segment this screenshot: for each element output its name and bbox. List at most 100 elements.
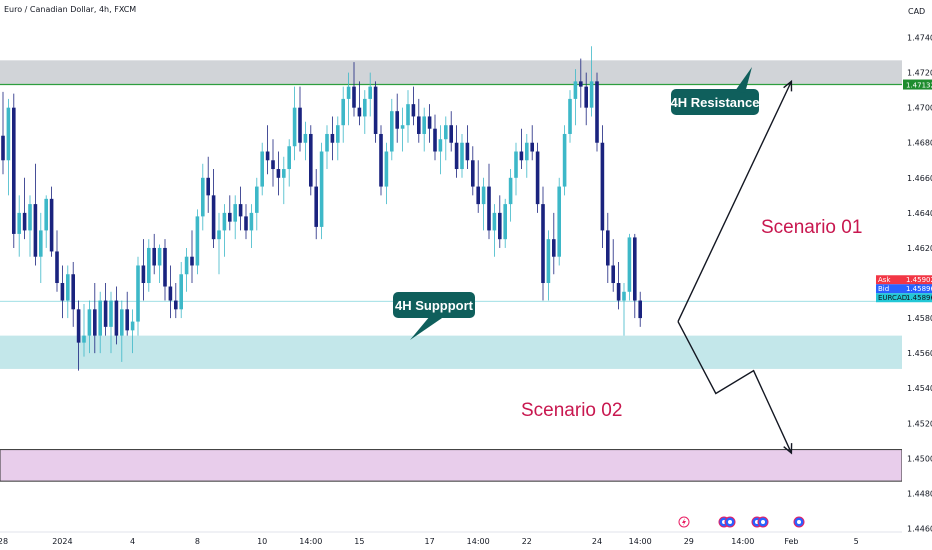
candle xyxy=(346,72,351,126)
candle xyxy=(222,204,227,257)
support-callout: 4H Suppport xyxy=(393,292,475,340)
candle-body xyxy=(492,212,497,231)
candle xyxy=(357,81,362,126)
candle-body xyxy=(357,107,362,117)
candle xyxy=(568,90,572,143)
candle xyxy=(352,62,356,117)
candle-body xyxy=(6,107,11,161)
candle-body xyxy=(535,151,540,205)
candle-body xyxy=(190,256,194,266)
candle xyxy=(109,291,113,354)
candle-body xyxy=(168,286,173,301)
candle-body xyxy=(557,186,561,257)
candle-body xyxy=(276,169,281,178)
price-tick-label: 1.47000 xyxy=(907,104,932,113)
candle xyxy=(433,114,437,161)
price-tag-bid xyxy=(876,284,932,294)
candle-body xyxy=(530,142,534,152)
candle xyxy=(611,239,615,292)
time-tick-label: Feb xyxy=(784,537,798,546)
price-tick-label: 1.45800 xyxy=(907,314,932,323)
candle-body xyxy=(363,98,367,117)
zone-support xyxy=(0,335,902,369)
candle-body xyxy=(82,335,86,343)
price-axis[interactable]: 1.47400 1.47200 1.47000 1.46800 1.46600 1.464… xyxy=(876,0,932,550)
candle xyxy=(309,125,313,196)
candle-body xyxy=(76,309,81,343)
zones-layer xyxy=(0,60,903,482)
candle-body xyxy=(325,133,329,152)
candle-body xyxy=(633,237,637,301)
candle-body xyxy=(314,186,318,227)
time-axis[interactable]: 28 2024 4 8 10 14:00 15 17 14:00 22 24 14:00 29 14:00… xyxy=(0,531,902,546)
candle xyxy=(282,156,286,205)
price-tick-label: 1.46600 xyxy=(907,174,932,183)
candle-body xyxy=(562,133,567,187)
candle-body xyxy=(22,212,27,231)
candle xyxy=(49,186,54,257)
candle xyxy=(460,133,464,178)
candle xyxy=(330,116,335,161)
chart-title: Euro / Canadian Dollar, 4h, FXCM xyxy=(4,5,136,14)
candle-body xyxy=(616,283,621,301)
candle xyxy=(260,142,264,196)
candle-body xyxy=(222,212,227,231)
candle xyxy=(211,169,216,248)
projection-arrows xyxy=(677,79,793,455)
candle-body xyxy=(319,151,324,227)
candle-body xyxy=(157,247,162,266)
candle xyxy=(503,198,507,248)
time-tick-label: 29 xyxy=(684,537,694,546)
time-tick-label: 22 xyxy=(522,537,532,546)
earnings-glyph xyxy=(761,520,765,524)
candle xyxy=(120,300,124,362)
candle-body xyxy=(174,300,178,310)
candle xyxy=(93,283,97,354)
scenario-02-arrow-head xyxy=(783,443,793,455)
candle-body xyxy=(201,177,205,217)
price-tick-label: 1.44600 xyxy=(907,524,932,533)
candle-body xyxy=(152,247,156,266)
candle xyxy=(481,177,486,231)
candle xyxy=(519,128,524,170)
candle xyxy=(438,125,443,175)
price-tag-label: EURCAD xyxy=(878,294,907,302)
time-tick-label: 14:00 xyxy=(467,537,490,546)
earnings-glyph xyxy=(728,520,732,524)
candle xyxy=(395,93,399,143)
candle-body xyxy=(438,139,443,152)
candle xyxy=(400,107,405,152)
price-tick-label: 1.46200 xyxy=(907,244,932,253)
time-tick-label: 14:00 xyxy=(299,537,322,546)
candle-body xyxy=(260,151,264,187)
candle xyxy=(238,186,243,231)
scenario-01-label: Scenario 01 xyxy=(761,217,862,238)
candle-body xyxy=(282,169,286,178)
candle xyxy=(130,309,135,354)
candle-body xyxy=(417,116,421,134)
support-callout-box xyxy=(393,292,475,318)
candle-body xyxy=(163,247,167,287)
candle xyxy=(406,90,410,143)
candle xyxy=(195,209,200,275)
candle xyxy=(422,107,426,152)
scenario-02-arrow xyxy=(677,321,793,454)
candle xyxy=(271,139,275,187)
candle xyxy=(244,204,248,240)
candle xyxy=(152,233,156,275)
candle xyxy=(147,239,151,292)
candle xyxy=(314,169,318,240)
candle xyxy=(616,261,621,310)
candles-layer xyxy=(1,46,642,371)
earnings-icon xyxy=(793,516,805,528)
candle-body xyxy=(427,116,432,129)
candle xyxy=(103,283,108,336)
candle-body xyxy=(411,104,416,117)
price-tick-label: 1.45000 xyxy=(907,454,932,463)
candle-body xyxy=(66,274,70,301)
event-icons xyxy=(678,516,805,528)
support-callout-pointer xyxy=(410,316,445,340)
candle-body xyxy=(400,125,405,129)
price-tick-label: 1.45200 xyxy=(907,419,932,428)
